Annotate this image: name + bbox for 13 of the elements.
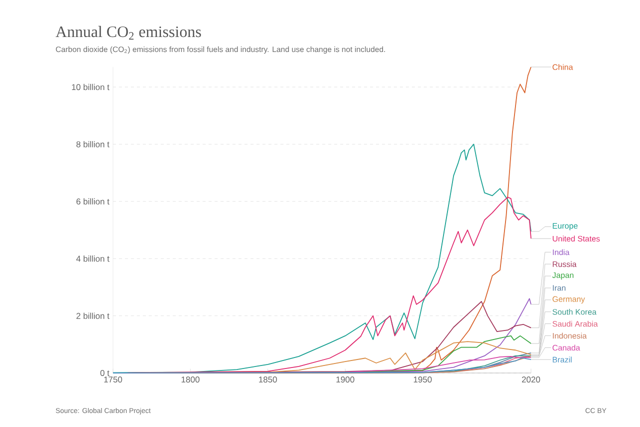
chart-title: Annual CO$_{2}$ emissions: [56, 26, 201, 40]
y-tick-label: 0 t: [100, 370, 110, 376]
x-tick-label: 2020: [522, 376, 540, 383]
y-tick-label: 8 billion t: [76, 141, 110, 148]
y-tick-label: 4 billion t: [76, 255, 110, 262]
x-tick-label: 1850: [259, 376, 277, 383]
x-tick-label: 1800: [182, 376, 200, 383]
y-tick-label: 10 billion t: [72, 84, 110, 90]
x-tick-label: 1900: [336, 376, 354, 383]
x-tick-label: 1950: [414, 376, 432, 383]
y-tick-label: 6 billion t: [76, 198, 110, 205]
x-tick-label: 1750: [104, 376, 122, 383]
y-tick-label: 2 billion t: [76, 312, 110, 319]
